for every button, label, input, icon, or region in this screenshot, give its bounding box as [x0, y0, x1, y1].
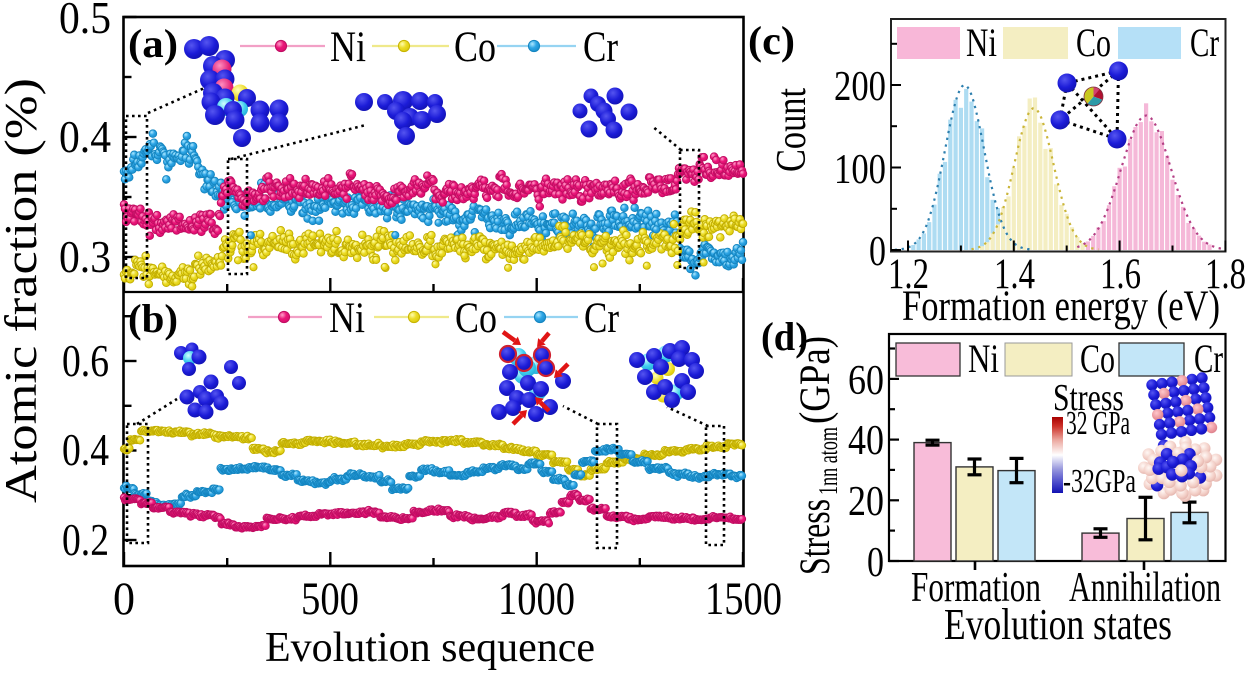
svg-text:60: 60 — [848, 358, 884, 404]
svg-text:-32GPa: -32GPa — [1063, 463, 1136, 500]
svg-text:100: 100 — [834, 147, 886, 193]
svg-text:0.5: 0.5 — [59, 0, 111, 43]
svg-text:1000: 1000 — [498, 573, 575, 625]
svg-text:Co: Co — [454, 24, 496, 71]
svg-text:Ni: Ni — [968, 336, 999, 381]
svg-text:Formation energy (eV): Formation energy (eV) — [902, 283, 1220, 330]
svg-text:(GPa): (GPa) — [792, 336, 839, 424]
svg-text:Evolution states: Evolution states — [944, 600, 1172, 649]
svg-text:Cr: Cr — [1190, 20, 1219, 65]
svg-text:1500: 1500 — [705, 573, 782, 625]
svg-text:(b): (b) — [128, 296, 178, 341]
svg-text:0.4: 0.4 — [62, 425, 109, 475]
svg-text:Count: Count — [769, 88, 815, 172]
svg-text:0: 0 — [113, 573, 135, 625]
svg-text:Evolution sequence: Evolution sequence — [265, 625, 595, 671]
svg-text:0: 0 — [867, 540, 884, 586]
svg-text:Stress: Stress — [792, 499, 839, 575]
svg-text:Ni: Ni — [966, 20, 997, 65]
svg-text:Ni: Ni — [330, 24, 366, 71]
svg-text:20: 20 — [848, 479, 884, 525]
svg-text:32 GPa: 32 GPa — [1066, 405, 1130, 442]
svg-text:Cr: Cr — [584, 295, 619, 342]
svg-text:Co: Co — [1080, 336, 1115, 381]
svg-text:0.2: 0.2 — [62, 515, 109, 565]
svg-text:1nn atom: 1nn atom — [813, 427, 843, 495]
svg-text:(c): (c) — [748, 18, 795, 63]
svg-text:Cr: Cr — [583, 24, 618, 71]
svg-text:0.6: 0.6 — [62, 336, 109, 386]
svg-text:Co: Co — [455, 295, 497, 342]
svg-text:Atomic fraction (%): Atomic fraction (%) — [0, 78, 46, 503]
svg-text:(a): (a) — [128, 21, 178, 66]
svg-text:0.4: 0.4 — [59, 112, 111, 162]
svg-text:Co: Co — [1076, 20, 1111, 65]
svg-text:0.3: 0.3 — [59, 232, 111, 282]
svg-text:200: 200 — [834, 64, 886, 110]
svg-text:500: 500 — [301, 573, 359, 625]
svg-text:0: 0 — [869, 229, 886, 275]
svg-text:Ni: Ni — [329, 295, 365, 342]
svg-text:40: 40 — [848, 418, 884, 464]
